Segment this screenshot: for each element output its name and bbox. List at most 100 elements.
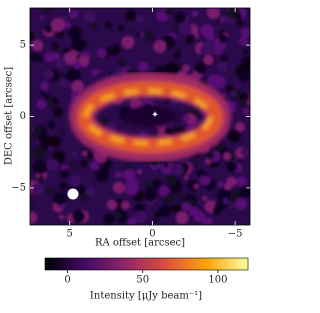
noise-blob: [106, 199, 117, 210]
noise-blob: [96, 48, 107, 58]
noise-blob: [241, 56, 250, 69]
noise-blob: [143, 188, 158, 202]
noise-blob: [240, 147, 250, 157]
noise-blob: [81, 150, 88, 157]
disk-emission: [69, 72, 231, 162]
noise-blob: [199, 174, 211, 186]
noise-blob: [164, 62, 179, 76]
noise-blob: [186, 33, 196, 43]
noise-blob: [219, 15, 227, 23]
noise-blob: [226, 161, 238, 173]
noise-blob: [53, 191, 68, 206]
noise-blob: [202, 195, 208, 201]
noise-blob: [31, 39, 44, 52]
noise-blob: [242, 188, 249, 195]
noise-blob: [125, 10, 136, 21]
noise-blob: [38, 175, 45, 182]
x-tick-label: 0: [149, 229, 155, 240]
noise-blob: [171, 204, 181, 214]
noise-blob: [136, 32, 142, 37]
noise-blob: [178, 22, 192, 35]
noise-blob: [71, 80, 85, 94]
noise-blob: [175, 211, 189, 225]
noise-blob: [145, 181, 154, 190]
noise-blob: [183, 175, 189, 180]
colorbar: [44, 257, 249, 271]
noise-blob: [71, 151, 78, 158]
noise-blob: [72, 209, 85, 223]
noise-blob: [30, 211, 38, 224]
noise-blob: [104, 21, 113, 29]
noise-blob: [51, 18, 65, 32]
noise-blob: [225, 85, 234, 94]
noise-blob: [238, 36, 249, 46]
noise-blob: [127, 217, 137, 225]
noise-blob: [236, 13, 243, 20]
noise-blob: [59, 129, 65, 135]
noise-blob: [85, 186, 96, 197]
noise-blob: [49, 136, 61, 148]
star-marker: ✦: [151, 111, 159, 121]
colorbar-label: Intensity [μJy beam⁻¹]: [90, 291, 202, 302]
y-tick-label: 0: [20, 111, 26, 122]
noise-blob: [216, 61, 228, 73]
noise-blob: [112, 181, 125, 194]
noise-blob: [174, 12, 186, 24]
noise-blob: [40, 81, 50, 91]
noise-blob: [217, 181, 224, 188]
noise-blob: [206, 32, 215, 41]
noise-blob: [235, 85, 240, 90]
noise-blob: [113, 212, 122, 220]
noise-blob: [188, 206, 199, 217]
noise-blob: [236, 176, 248, 188]
noise-blob: [44, 187, 52, 195]
noise-blob: [176, 192, 183, 199]
noise-blob: [235, 121, 246, 132]
noise-blob: [65, 72, 74, 82]
noise-blob: [104, 74, 109, 79]
noise-blob: [136, 17, 142, 23]
noise-blob: [32, 125, 43, 136]
noise-blob: [71, 12, 78, 18]
noise-blob: [203, 54, 214, 65]
noise-blob: [43, 69, 54, 80]
noise-blob: [76, 9, 82, 14]
noise-blob: [33, 134, 40, 141]
noise-blob: [242, 108, 250, 115]
noise-blob: [108, 45, 120, 57]
noise-blob: [143, 30, 154, 41]
noise-blob: [137, 61, 149, 72]
noise-blob: [159, 204, 172, 217]
colorbar-tick-label: 0: [64, 275, 70, 286]
y-tick-label: −5: [11, 182, 26, 193]
noise-blob: [212, 75, 226, 89]
noise-blob: [44, 24, 53, 34]
noise-blob: [125, 65, 131, 71]
noise-blob: [117, 58, 127, 68]
noise-blob: [182, 115, 190, 123]
x-axis-label: RA offset [arcsec]: [95, 238, 185, 249]
noise-blob: [39, 15, 45, 21]
noise-blob: [60, 169, 70, 179]
noise-blob: [63, 52, 77, 66]
noise-blob: [220, 91, 228, 98]
beam: [67, 188, 79, 200]
noise-blob: [53, 107, 63, 117]
noise-blob: [73, 61, 82, 69]
noise-blob: [55, 58, 67, 69]
noise-blob: [214, 201, 225, 212]
noise-blob: [191, 161, 198, 167]
noise-blob: [223, 152, 231, 161]
noise-blob: [158, 185, 170, 196]
noise-blob: [51, 42, 59, 49]
noise-blob: [121, 201, 130, 210]
noise-blob: [59, 181, 68, 190]
noise-blob: [31, 182, 45, 196]
noise-blob: [71, 38, 85, 52]
noise-blob: [176, 49, 181, 54]
noise-blob: [185, 123, 193, 130]
y-tick-label: 5: [20, 40, 26, 51]
intensity-map: ✦: [30, 8, 250, 225]
noise-blob: [133, 210, 147, 224]
noise-blob: [90, 21, 98, 29]
